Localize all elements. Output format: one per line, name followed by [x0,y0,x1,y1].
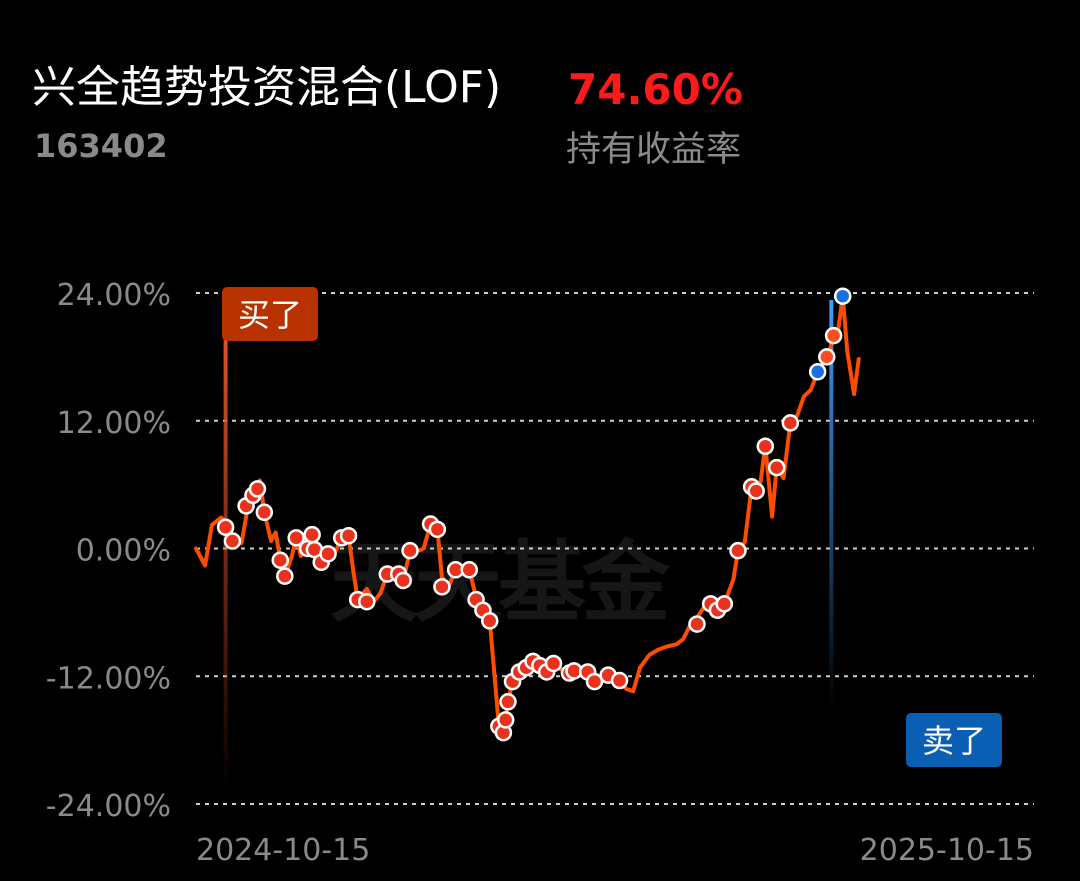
x-tick-label: 2025-10-15 [860,833,1034,868]
sell-flag [906,713,1002,767]
y-tick-label: 24.00% [57,278,171,313]
trade-point [729,541,747,560]
x-tick-label: 2024-10-15 [196,833,370,868]
trade-point [216,518,235,536]
sell-flag-label: 卖了 [922,722,986,760]
trade-point [428,520,447,539]
trade-point [818,348,836,366]
trade-point [767,458,786,477]
buy-marker-line [223,316,228,791]
sell-point [833,287,852,305]
fund-code: 163402 [34,127,168,165]
y-tick-label: 12.00% [57,406,171,441]
trade-point [499,693,517,711]
trade-point [610,671,629,690]
y-tick-label: -12.00% [46,661,171,696]
trade-point [585,672,604,691]
holding-return-label: 持有收益率 [566,130,742,170]
trade-point [544,654,563,673]
trade-point [394,571,412,590]
trade-point [358,592,376,611]
trade-point [433,578,451,596]
trade-point [496,711,515,729]
sell-marker-line [829,300,834,710]
trade-point [319,545,337,563]
sell-point [808,363,827,381]
trade-point [715,595,734,613]
trade-point [747,482,765,500]
trade-point [271,551,290,569]
trade-point [460,561,479,579]
trade-point [688,615,706,633]
trade-point [255,503,274,522]
trade-point [303,525,321,544]
trade-point [781,414,800,432]
y-tick-label: -24.00% [46,789,171,824]
trade-point [756,437,775,456]
trade-point [401,541,419,560]
trade-point [481,612,499,630]
y-tick-label: 0.00% [76,534,171,569]
fund-name: 兴全趋势投资混合(LOF) [32,62,502,113]
trade-point [248,480,267,498]
trade-point [287,529,305,547]
buy-flag [222,287,318,341]
holding-return-value: 74.60% [568,65,743,114]
trade-point [276,567,294,585]
trade-point [824,326,843,345]
buy-flag-label: 买了 [238,296,302,334]
trade-point [223,532,242,550]
trade-point [339,526,358,545]
